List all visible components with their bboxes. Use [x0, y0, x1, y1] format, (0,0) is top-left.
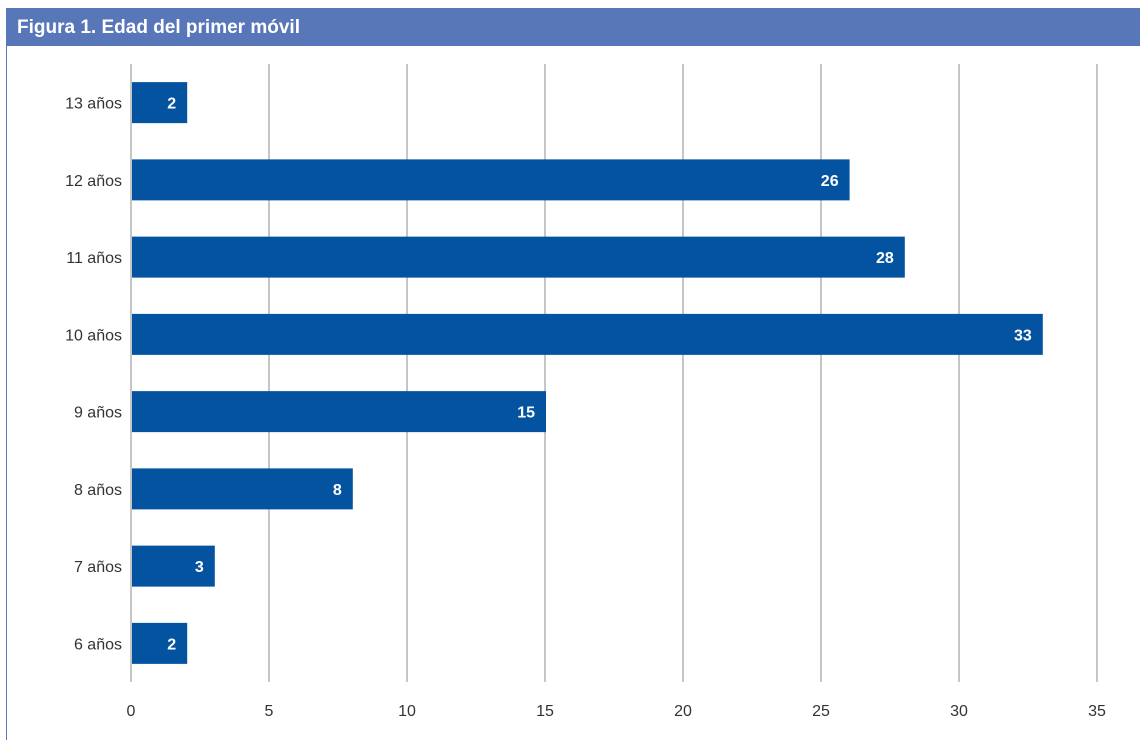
- category-label: 6 años: [74, 636, 122, 653]
- x-tick-label: 30: [950, 703, 968, 720]
- data-label: 15: [517, 405, 535, 422]
- category-label: 12 años: [65, 173, 122, 190]
- figure-title: Figura 1. Edad del primer móvil: [17, 17, 300, 39]
- figure-title-text: Edad del primer móvil: [101, 17, 300, 38]
- x-tick-label: 35: [1088, 703, 1106, 720]
- x-tick-label: 10: [398, 703, 416, 720]
- category-label: 11 años: [66, 250, 122, 267]
- bar: [132, 622, 188, 664]
- x-tick-label: 0: [127, 703, 136, 720]
- bar: [132, 159, 850, 201]
- data-label: 2: [167, 636, 176, 653]
- x-tick-label: 25: [812, 703, 830, 720]
- x-tick-label: 15: [536, 703, 554, 720]
- bar: [132, 313, 1043, 355]
- figure-frame: Figura 1. Edad del primer móvil: [6, 8, 1140, 740]
- category-label: 13 años: [65, 96, 122, 113]
- bar: [132, 468, 353, 510]
- data-label: 3: [195, 559, 204, 576]
- category-label: 7 años: [74, 559, 122, 576]
- x-tick-label: 20: [674, 703, 692, 720]
- data-label: 28: [876, 250, 894, 267]
- category-label: 10 años: [65, 327, 122, 344]
- category-label: 9 años: [74, 405, 122, 422]
- figure-header: Figura 1. Edad del primer móvil: [7, 8, 1140, 46]
- data-label: 2: [167, 96, 176, 113]
- bar: [132, 82, 188, 124]
- data-label: 33: [1014, 327, 1032, 344]
- bar: [132, 236, 905, 278]
- x-tick-label: 5: [265, 703, 274, 720]
- data-label: 26: [821, 173, 839, 190]
- bar: [132, 545, 215, 587]
- category-label: 8 años: [74, 482, 122, 499]
- data-label: 8: [333, 482, 342, 499]
- figure-number: Figura 1.: [17, 17, 97, 38]
- bar: [132, 391, 546, 433]
